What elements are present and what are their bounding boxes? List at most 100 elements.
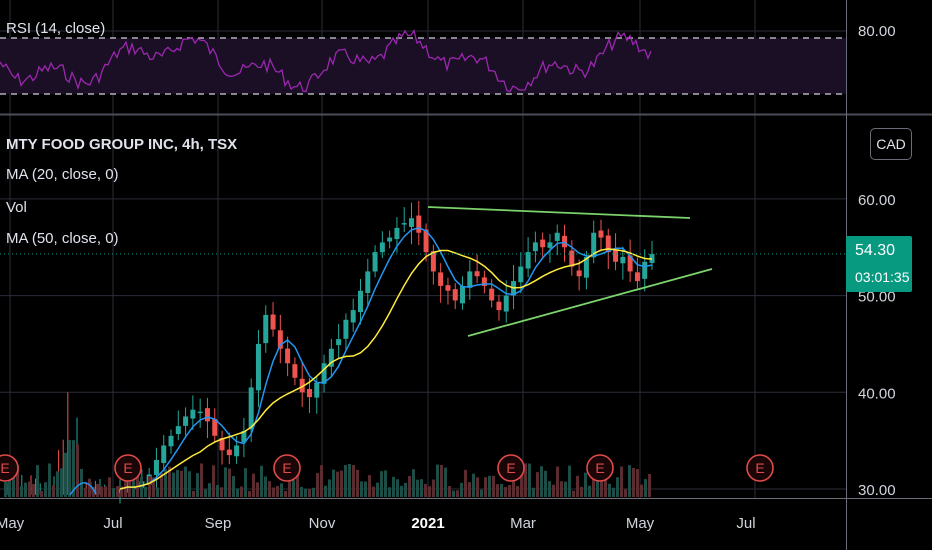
volume-bar [376, 482, 379, 497]
volume-bar [396, 479, 399, 497]
volume-bar [276, 485, 279, 497]
volume-bar [152, 477, 155, 497]
earnings-marker-label-1: E [123, 460, 132, 476]
volume-bar [252, 473, 255, 497]
candle-body-22 [277, 330, 283, 349]
candle-body-56 [525, 252, 531, 269]
volume-bar [360, 481, 363, 497]
candle-body-43 [430, 251, 436, 272]
volume-bar [596, 473, 599, 497]
candle-body-59 [547, 242, 553, 248]
candle-body-44 [438, 272, 444, 286]
time-axis-label-3: Nov [309, 515, 336, 532]
candle-body-52 [496, 301, 502, 311]
volume-bar [488, 475, 491, 497]
candle-body-53 [503, 295, 509, 312]
candle-body-18 [248, 387, 254, 430]
candle-body-10 [190, 409, 196, 419]
volume-bar [608, 483, 611, 497]
volume-bar [144, 486, 147, 497]
candle-body-15 [226, 449, 232, 456]
volume-bar [40, 490, 43, 497]
candle-body-6 [161, 445, 167, 464]
candle-body-5 [153, 459, 159, 475]
candle-body-50 [481, 277, 487, 286]
candle-body-41 [416, 215, 422, 233]
candle-body-34 [365, 271, 371, 293]
volume-bar [12, 469, 15, 497]
earnings-marker-3 [497, 454, 525, 482]
volume-bar [312, 487, 315, 497]
volume-bar [228, 468, 231, 497]
candle-body-23 [285, 348, 291, 364]
volume-bar [496, 484, 499, 497]
volume-bar [88, 478, 91, 497]
volume-bar [408, 475, 411, 497]
volume-bar [236, 488, 239, 497]
volume-bar [372, 486, 375, 497]
candle-body-31 [343, 319, 349, 339]
volume-bar [112, 488, 115, 497]
volume-bar [564, 481, 567, 497]
volume-bar [524, 463, 527, 497]
volume-bar [100, 486, 103, 497]
volume-bar [204, 489, 207, 497]
volume-bar [456, 490, 459, 497]
volume-bar [340, 470, 343, 497]
volume-bar [552, 484, 555, 497]
candle-body-64 [583, 256, 589, 278]
time-axis-label-5: Mar [510, 515, 536, 532]
candle-body-65 [591, 232, 597, 258]
volume-bar [116, 486, 119, 497]
volume-bar [32, 484, 35, 497]
volume-bar [556, 466, 559, 497]
volume-bar [504, 487, 507, 497]
volume-bar [484, 477, 487, 497]
volume-bar [528, 463, 531, 497]
currency-badge[interactable]: CAD [870, 128, 912, 160]
volume-bar [548, 481, 551, 497]
candle-body-24 [292, 364, 298, 378]
trendline-lower [467, 268, 713, 337]
volume-bar [188, 471, 191, 497]
candle-body-42 [423, 229, 429, 253]
volume-bar [140, 476, 143, 497]
volume-bar [296, 466, 299, 497]
volume-bar [244, 468, 247, 497]
earnings-marker-2 [273, 454, 301, 482]
volume-bar [232, 476, 235, 497]
candle-body-58 [540, 239, 546, 248]
volume-bar [8, 469, 11, 497]
volume-bar [328, 479, 331, 497]
volume-bar [580, 486, 583, 497]
candle-body-11 [197, 411, 203, 414]
volume-bar [264, 476, 267, 497]
rsi-level-label: 80.00 [858, 23, 896, 40]
volume-bar [192, 490, 195, 497]
candle-body-1 [124, 485, 130, 487]
volume-bar [536, 472, 539, 497]
volume-bar [640, 484, 643, 497]
price-tick-label-3: 60.00 [858, 192, 896, 209]
candle-body-37 [387, 237, 393, 242]
candle-body-63 [576, 270, 582, 277]
candle-body-13 [212, 418, 218, 436]
candle-body-16 [234, 445, 240, 457]
candle-body-20 [263, 314, 269, 344]
volume-bar [352, 464, 355, 497]
volume-bar [516, 486, 519, 497]
volume-bar [208, 483, 211, 497]
volume-bar [364, 481, 367, 497]
volume-bar [156, 487, 159, 497]
volume-bar [432, 479, 435, 497]
volume-bar [324, 485, 327, 497]
volume-bar [480, 489, 483, 497]
candle-body-51 [489, 288, 495, 301]
volume-bar [620, 466, 623, 497]
volume-bar [4, 481, 7, 497]
volume-bar [628, 465, 631, 497]
volume-bar [256, 482, 259, 497]
volume-bar [28, 481, 31, 497]
bar-countdown: 03:01:35 [855, 269, 910, 285]
